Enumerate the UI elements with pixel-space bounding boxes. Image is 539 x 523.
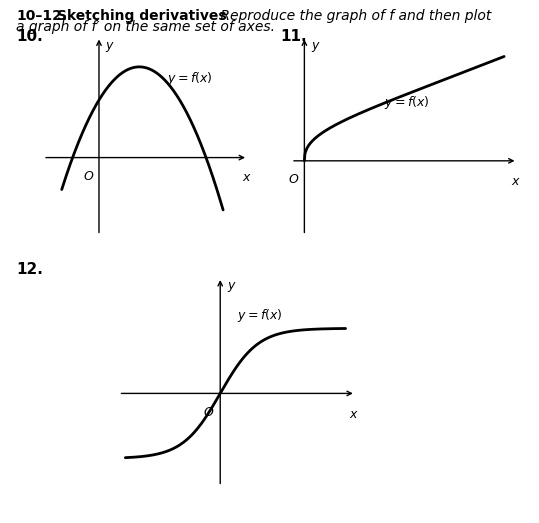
Text: x: x (512, 175, 519, 188)
Text: Sketching derivatives: Sketching derivatives (57, 9, 226, 23)
Text: 11.: 11. (280, 29, 307, 44)
Text: x: x (350, 408, 357, 421)
Text: a graph of f′ on the same set of axes.: a graph of f′ on the same set of axes. (16, 20, 275, 34)
Text: O: O (203, 406, 213, 419)
Text: O: O (84, 169, 94, 183)
Text: $y = f(x)$: $y = f(x)$ (384, 94, 430, 111)
Text: Reproduce the graph of f and then plot: Reproduce the graph of f and then plot (216, 9, 491, 23)
Text: y: y (227, 279, 234, 292)
Text: y: y (105, 39, 113, 52)
Text: 10.: 10. (16, 29, 43, 44)
Text: 12.: 12. (16, 262, 43, 277)
Text: x: x (242, 172, 250, 185)
Text: y: y (311, 39, 319, 52)
Text: 10–12.: 10–12. (16, 9, 67, 23)
Text: $y = f(x)$: $y = f(x)$ (237, 307, 282, 324)
Text: $y = f(x)$: $y = f(x)$ (167, 70, 213, 87)
Text: O: O (288, 173, 298, 186)
